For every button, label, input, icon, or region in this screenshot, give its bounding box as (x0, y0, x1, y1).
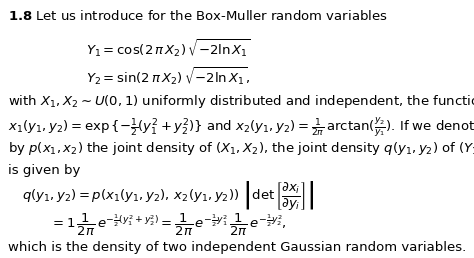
Text: $Y_2 = \sin(2\,\pi\, X_2)\,\sqrt{-2\ln X_1},$: $Y_2 = \sin(2\,\pi\, X_2)\,\sqrt{-2\ln X… (86, 66, 251, 88)
Text: is given by: is given by (8, 164, 81, 177)
Text: $= 1\,\dfrac{1}{2\pi}\,e^{-\frac{1}{2}(y_1^2+y_2^2)} = \dfrac{1}{2\pi}\,e^{-\fra: $= 1\,\dfrac{1}{2\pi}\,e^{-\frac{1}{2}(y… (50, 212, 287, 238)
Text: with $X_1, X_2 \sim U(0,1)$ uniformly distributed and independent, the functions: with $X_1, X_2 \sim U(0,1)$ uniformly di… (8, 93, 474, 110)
Text: $\mathbf{1.8}$ Let us introduce for the Box-Muller random variables: $\mathbf{1.8}$ Let us introduce for the … (8, 9, 388, 23)
Text: $q(y_1,y_2) = p(x_1(y_1,y_2),\, x_2(y_1,y_2))\;\left|\det\left[\dfrac{\partial x: $q(y_1,y_2) = p(x_1(y_1,y_2),\, x_2(y_1,… (22, 179, 315, 212)
Text: by $p(x_1,x_2)$ the joint density of $(X_1, X_2)$, the joint density $q(y_1,y_2): by $p(x_1,x_2)$ the joint density of $(X… (8, 140, 474, 157)
Text: $Y_1 = \cos(2\,\pi\, X_2)\,\sqrt{-2\ln X_1}$: $Y_1 = \cos(2\,\pi\, X_2)\,\sqrt{-2\ln X… (86, 38, 251, 60)
Text: which is the density of two independent Gaussian random variables.: which is the density of two independent … (8, 241, 466, 254)
Text: $x_1(y_1,y_2) = \exp\{-\frac{1}{2}(y_1^2+y_2^2)\}$ and $x_2(y_1,y_2) = \frac{1}{: $x_1(y_1,y_2) = \exp\{-\frac{1}{2}(y_1^2… (8, 117, 474, 139)
